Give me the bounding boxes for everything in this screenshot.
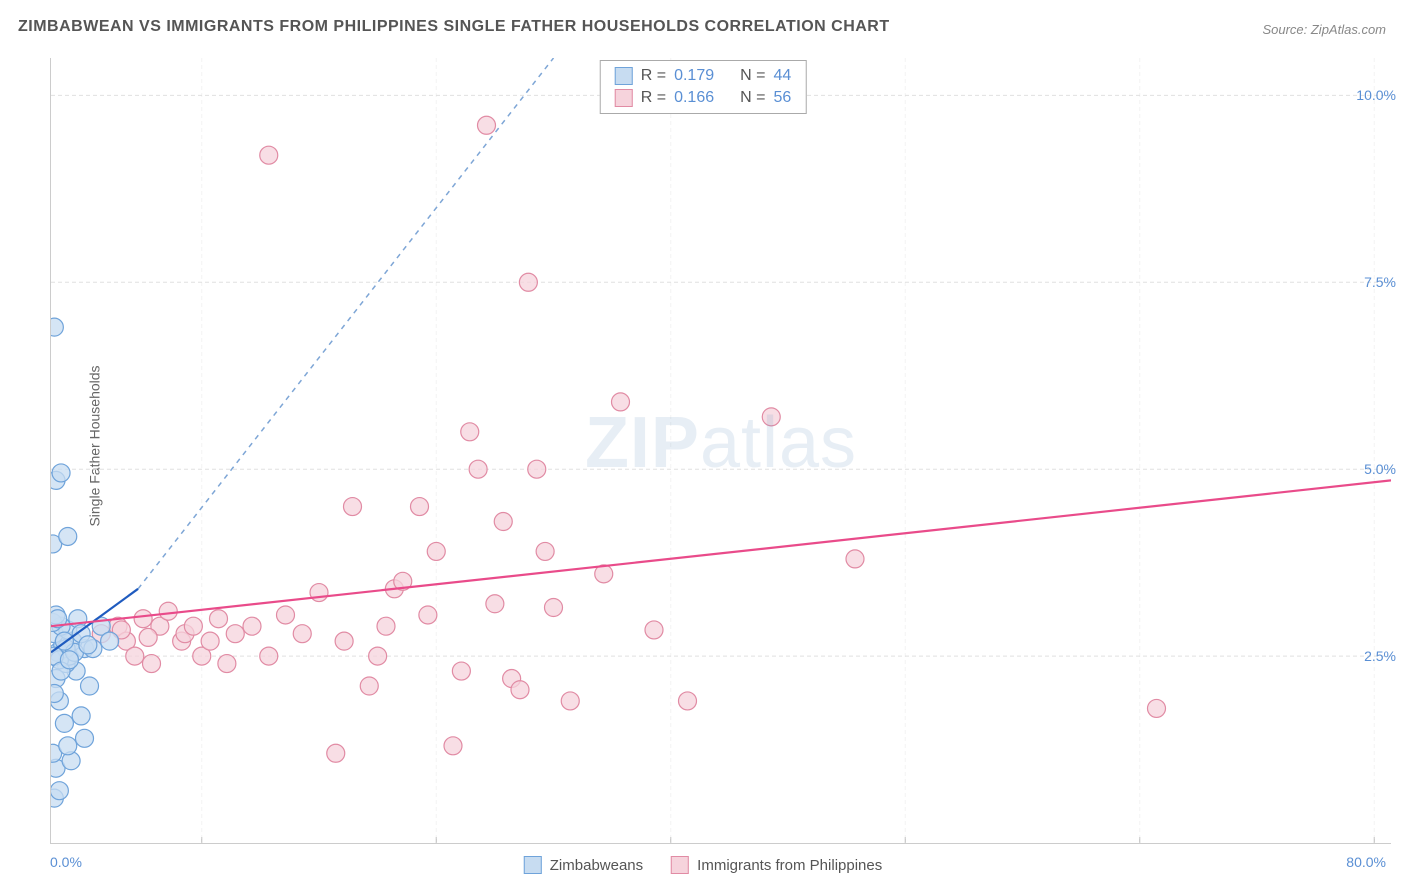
- correlation-r-value-1: 0.166: [674, 89, 714, 107]
- correlation-n-value-1: 56: [773, 89, 791, 107]
- y-tick-label: 5.0%: [1364, 461, 1396, 477]
- y-tick-label: 7.5%: [1364, 274, 1396, 290]
- correlation-r-label: R =: [641, 89, 666, 107]
- correlation-row-1: R = 0.166 N = 56: [615, 87, 792, 109]
- correlation-n-value-0: 44: [773, 67, 791, 85]
- legend-item-0: Zimbabweans: [524, 856, 643, 874]
- swatch-series-0: [615, 67, 633, 85]
- x-axis-max-label: 80.0%: [1346, 854, 1386, 870]
- legend-item-1: Immigrants from Philippines: [671, 856, 882, 874]
- legend-label-0: Zimbabweans: [550, 857, 643, 874]
- correlation-n-label: N =: [740, 89, 765, 107]
- chart-svg: [51, 58, 1391, 843]
- legend-label-1: Immigrants from Philippines: [697, 857, 882, 874]
- correlation-r-value-0: 0.179: [674, 67, 714, 85]
- correlation-box: R = 0.179 N = 44 R = 0.166 N = 56: [600, 60, 807, 114]
- chart-title: ZIMBABWEAN VS IMMIGRANTS FROM PHILIPPINE…: [18, 18, 890, 36]
- legend-swatch-0: [524, 856, 542, 874]
- correlation-row-0: R = 0.179 N = 44: [615, 65, 792, 87]
- chart-plot-area: ZIPatlas: [50, 58, 1391, 844]
- y-tick-label: 10.0%: [1356, 87, 1396, 103]
- source-label: Source: ZipAtlas.com: [1262, 22, 1386, 37]
- swatch-series-1: [615, 89, 633, 107]
- legend-swatch-1: [671, 856, 689, 874]
- correlation-r-label: R =: [641, 67, 666, 85]
- legend: Zimbabweans Immigrants from Philippines: [524, 856, 882, 874]
- x-axis-min-label: 0.0%: [50, 854, 82, 870]
- y-tick-label: 2.5%: [1364, 648, 1396, 664]
- correlation-n-label: N =: [740, 67, 765, 85]
